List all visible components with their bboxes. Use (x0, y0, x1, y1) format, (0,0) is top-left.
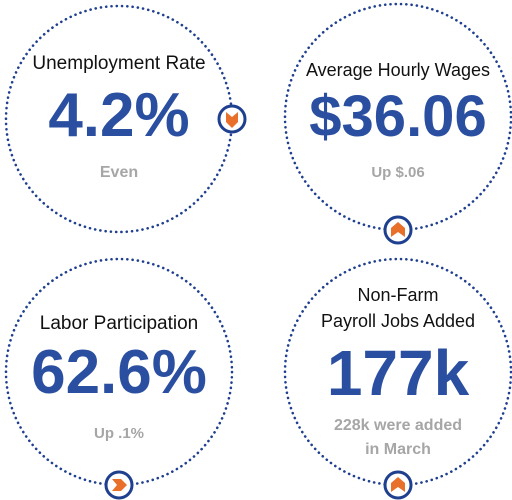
stat-change-line2: in March (365, 441, 431, 458)
stat-label: Average Hourly Wages (305, 60, 491, 80)
chevron-right-icon (104, 470, 134, 500)
stat-value: 62.6% (31, 338, 207, 407)
stat-label-line2: Payroll Jobs Added (320, 311, 476, 331)
ring-wages (283, 2, 512, 232)
stat-change: Up .1% (93, 425, 144, 442)
stat-change-line1: 228k were added (333, 417, 463, 434)
chevron-up-icon (383, 470, 413, 500)
stat-value: 177k (326, 337, 470, 409)
stat-label: Labor Participation (39, 313, 199, 334)
stat-value: $36.06 (309, 84, 487, 149)
stat-change: Even (99, 164, 139, 181)
stat-label: Unemployment Rate (32, 53, 206, 74)
chevron-up-icon (383, 215, 413, 245)
ring-participation (4, 257, 234, 487)
stat-change: Up $.06 (371, 164, 425, 181)
stat-value: 4.2% (48, 81, 190, 150)
chevron-down-icon (217, 104, 247, 134)
ring-payroll (283, 257, 512, 487)
stat-label-line1: Non-Farm (357, 285, 439, 305)
